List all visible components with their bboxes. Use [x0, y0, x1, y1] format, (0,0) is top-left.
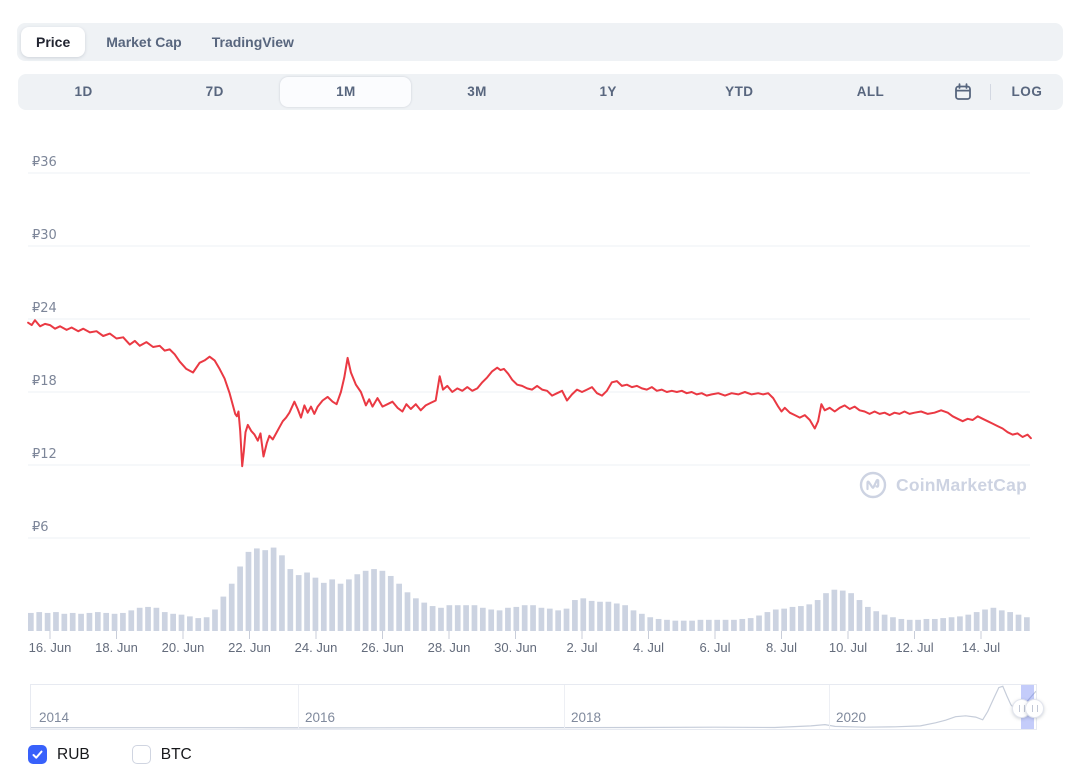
price-line-rub-price — [27, 319, 1032, 468]
svg-text:20. Jun: 20. Jun — [162, 640, 205, 655]
nav-year-label: 2018 — [571, 710, 602, 725]
timeline-navigator[interactable]: 2014 2016 2018 2020 — [30, 684, 1045, 730]
range-7d[interactable]: 7D — [205, 84, 224, 99]
toolbar-divider — [989, 84, 991, 100]
svg-text:₽24: ₽24 — [32, 301, 57, 316]
currency-legend: RUB BTC — [28, 745, 192, 764]
svg-text:₽36: ₽36 — [32, 155, 57, 170]
svg-text:10. Jul: 10. Jul — [829, 640, 867, 655]
svg-text:₽30: ₽30 — [32, 228, 57, 243]
log-scale-toggle[interactable]: LOG — [1011, 84, 1043, 99]
svg-text:22. Jun: 22. Jun — [228, 640, 271, 655]
range-1y[interactable]: 1Y — [599, 84, 617, 99]
svg-text:6. Jul: 6. Jul — [699, 640, 730, 655]
svg-text:₽18: ₽18 — [32, 374, 57, 389]
nav-year-label: 2016 — [305, 710, 336, 725]
rub-label: RUB — [57, 745, 90, 763]
svg-text:18. Jun: 18. Jun — [95, 640, 138, 655]
x-axis-labels: 16. Jun 18. Jun 20. Jun 22. Jun 24. Jun 26. J… — [29, 640, 1001, 655]
calendar-icon — [955, 83, 971, 100]
svg-text:24. Jun: 24. Jun — [295, 640, 338, 655]
checkbox-unchecked-icon[interactable] — [131, 745, 151, 764]
range-3m[interactable]: 3M — [467, 84, 487, 99]
svg-text:₽12: ₽12 — [32, 447, 57, 462]
range-ytd[interactable]: YTD — [725, 84, 754, 99]
svg-text:26. Jun: 26. Jun — [361, 640, 404, 655]
svg-text:₽6: ₽6 — [32, 520, 49, 535]
chart-type-tabs: Price Market Cap TradingView — [17, 23, 1063, 61]
svg-text:12. Jul: 12. Jul — [895, 640, 933, 655]
calendar-button[interactable] — [936, 74, 990, 110]
navigator-year-divider — [298, 685, 299, 729]
tab-market-cap[interactable]: Market Cap — [106, 34, 182, 50]
rub-toggle[interactable]: RUB — [28, 745, 90, 764]
btc-toggle[interactable]: BTC — [131, 745, 192, 764]
btc-label: BTC — [160, 745, 192, 763]
svg-text:8. Jul: 8. Jul — [766, 640, 797, 655]
grid-lines — [28, 172, 1030, 539]
range-1m[interactable]: 1M — [280, 77, 412, 107]
tab-price[interactable]: Price — [21, 27, 86, 57]
svg-text:14. Jul: 14. Jul — [962, 640, 1000, 655]
volume-bars — [28, 547, 1030, 631]
price-chart-plot-area[interactable]: ₽36 ₽30 ₽24 ₽18 ₽12 ₽6 16. Jun 18. Jun 20. Jun 22… — [0, 120, 1080, 665]
range-all[interactable]: ALL — [856, 84, 885, 99]
x-axis-ticks — [49, 631, 982, 639]
navigator-handle-right[interactable] — [1025, 698, 1045, 718]
svg-text:28. Jun: 28. Jun — [428, 640, 471, 655]
svg-text:4. Jul: 4. Jul — [633, 640, 664, 655]
nav-year-label: 2020 — [836, 710, 867, 725]
nav-year-label: 2014 — [39, 710, 70, 725]
svg-text:30. Jun: 30. Jun — [494, 640, 537, 655]
navigator-year-divider — [829, 685, 830, 729]
y-axis-labels: ₽36 ₽30 ₽24 ₽18 ₽12 ₽6 — [32, 155, 57, 535]
tab-tradingview[interactable]: TradingView — [211, 34, 294, 50]
navigator-year-divider — [564, 685, 565, 729]
navigator-sparkline — [31, 685, 1036, 729]
checkbox-checked-icon[interactable] — [28, 745, 47, 764]
svg-text:16. Jun: 16. Jun — [29, 640, 72, 655]
range-selector: 1D 7D 1M 3M 1Y YTD ALL LOG — [18, 74, 1063, 110]
range-1d[interactable]: 1D — [74, 84, 93, 99]
svg-text:2. Jul: 2. Jul — [566, 640, 597, 655]
